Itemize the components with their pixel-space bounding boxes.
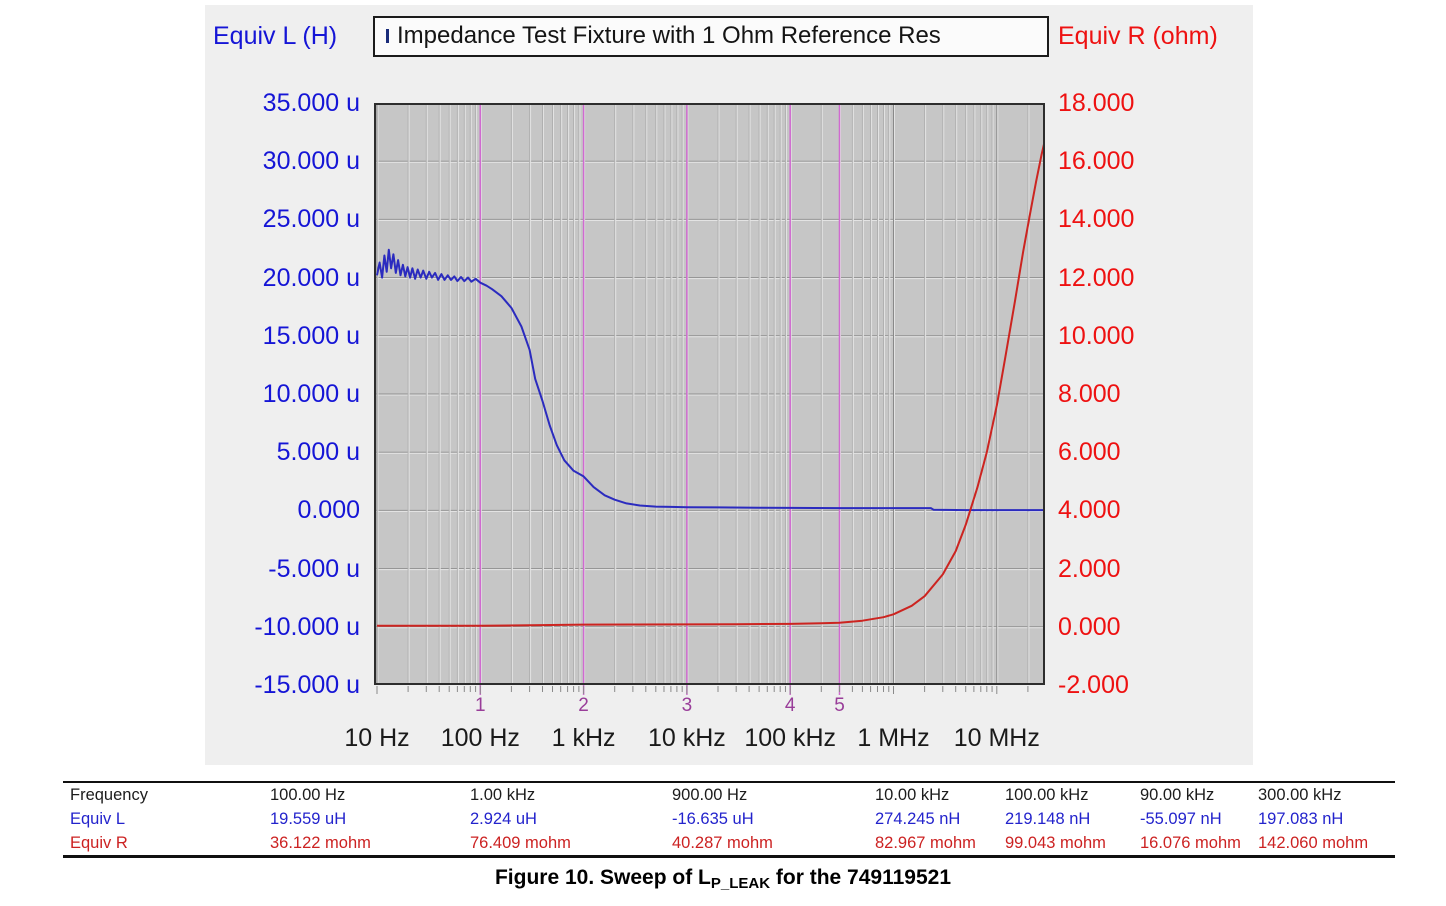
row-label: Frequency xyxy=(70,785,148,804)
cell-r0c0: 100.00 Hz xyxy=(270,785,346,804)
y-right-tick-5: 8.000 xyxy=(1058,380,1121,408)
table-row-equiv-r: Equiv R 36.122 mohm 76.409 mohm 40.287 mohm… xyxy=(63,831,1395,855)
y-right-tick-1: 16.000 xyxy=(1058,147,1135,176)
cell-r2c0: 36.122 mohm xyxy=(270,833,371,852)
marker-number-4: 4 xyxy=(784,695,796,716)
cell-r2c2: 40.287 mohm xyxy=(672,833,773,852)
cell-r0c5: 90.00 kHz xyxy=(1140,785,1215,804)
caption-prefix: Figure 10. Sweep of L xyxy=(494,866,711,889)
cell-r1c6: 197.083 nH xyxy=(1258,809,1344,828)
y-left-tick-5: 10.000 u xyxy=(262,380,360,408)
x-tick-5: 1 MHz xyxy=(857,724,930,752)
y-right-tick-3: 12.000 xyxy=(1058,263,1135,292)
plot-area xyxy=(374,103,1048,695)
y-left-tick-1: 30.000 u xyxy=(262,147,360,176)
y-right-tick-7: 4.000 xyxy=(1058,496,1121,525)
series-equiv-r xyxy=(377,134,1048,627)
cell-r2c5: 16.076 mohm xyxy=(1140,833,1241,852)
cell-r0c3: 10.00 kHz xyxy=(875,785,950,804)
y-left-tick-3: 20.000 u xyxy=(262,263,360,292)
marker-number-1: 1 xyxy=(475,695,486,716)
cell-r1c5: -55.097 nH xyxy=(1140,809,1222,828)
y-left-tick-0: 35.000 u xyxy=(262,89,360,117)
table-row-equiv-l: Equiv L 19.559 uH 2.924 uH -16.635 uH 274.24… xyxy=(63,807,1395,831)
y-left-tick-6: 5.000 u xyxy=(276,438,360,467)
cell-r2c1: 76.409 mohm xyxy=(470,833,571,852)
y-right-tick-0: 18.000 xyxy=(1058,89,1135,117)
measurement-table: Frequency 100.00 Hz 1.00 kHz 900.00 Hz 10.00… xyxy=(63,781,1395,858)
marker-readout-table: Frequency 100.00 Hz 1.00 kHz 900.00 Hz 10.00… xyxy=(63,783,1395,855)
figure-caption: Figure 10. Sweep of LP_LEAK for the 7491… xyxy=(0,866,1446,892)
text-cursor-icon xyxy=(386,29,389,43)
y-right-tick-8: 2.000 xyxy=(1058,554,1121,583)
cell-r1c3: 274.245 nH xyxy=(875,809,961,828)
caption-subscript: P_LEAK xyxy=(710,875,771,892)
cell-r2c4: 99.043 mohm xyxy=(1005,833,1106,852)
chart-panel: Equiv L (H) Impedance Test Fixture with … xyxy=(205,5,1253,765)
cell-r0c6: 300.00 kHz xyxy=(1258,785,1342,804)
y-left-tick-7: 0.000 xyxy=(297,496,360,525)
cell-r1c1: 2.924 uH xyxy=(470,809,537,828)
y-left-tick-9: -10.000 u xyxy=(254,612,360,641)
right-axis-title: Equiv R (ohm) xyxy=(1058,22,1218,50)
chart-title-box[interactable]: Impedance Test Fixture with 1 Ohm Refere… xyxy=(373,16,1049,57)
row-label: Equiv L xyxy=(70,809,126,828)
x-tick-4: 100 kHz xyxy=(744,724,837,752)
marker-number-2: 2 xyxy=(578,695,589,716)
cell-r2c3: 82.967 mohm xyxy=(875,833,976,852)
cell-r1c4: 219.148 nH xyxy=(1005,809,1091,828)
y-right-tick-2: 14.000 xyxy=(1058,205,1135,234)
y-left-tick-4: 15.000 u xyxy=(262,321,360,350)
series-equiv-l xyxy=(376,248,1047,512)
y-right-tick-4: 10.000 xyxy=(1058,321,1135,350)
y-left-tick-8: -5.000 u xyxy=(268,554,360,583)
marker-number-3: 3 xyxy=(681,695,693,716)
cell-r0c1: 1.00 kHz xyxy=(470,785,536,804)
x-tick-3: 10 kHz xyxy=(647,724,726,752)
row-label: Equiv R xyxy=(70,833,128,852)
cell-r2c6: 142.060 mohm xyxy=(1258,833,1369,852)
cell-r1c2: -16.635 uH xyxy=(672,809,754,828)
cell-r0c2: 900.00 Hz xyxy=(672,785,748,804)
x-tick-0: 10 Hz xyxy=(344,724,410,752)
cell-r0c4: 100.00 kHz xyxy=(1005,785,1089,804)
chart-title: Impedance Test Fixture with 1 Ohm Refere… xyxy=(397,22,941,49)
cell-r1c0: 19.559 uH xyxy=(270,809,347,828)
x-tick-2: 1 kHz xyxy=(551,724,616,752)
y-right-tick-10: -2.000 xyxy=(1058,671,1129,699)
y-left-tick-10: -15.000 u xyxy=(254,671,360,699)
left-axis-title: Equiv L (H) xyxy=(213,22,338,50)
x-tick-1: 100 Hz xyxy=(440,724,520,752)
x-tick-6: 10 MHz xyxy=(953,724,1040,752)
y-left-tick-2: 25.000 u xyxy=(262,205,360,234)
y-right-tick-6: 6.000 xyxy=(1058,438,1121,467)
plot-svg xyxy=(374,103,1048,695)
marker-number-5: 5 xyxy=(834,695,845,716)
table-row-frequency: Frequency 100.00 Hz 1.00 kHz 900.00 Hz 10.00… xyxy=(63,783,1395,807)
y-right-tick-9: 0.000 xyxy=(1058,612,1121,641)
caption-suffix: for the 749119521 xyxy=(770,866,952,889)
